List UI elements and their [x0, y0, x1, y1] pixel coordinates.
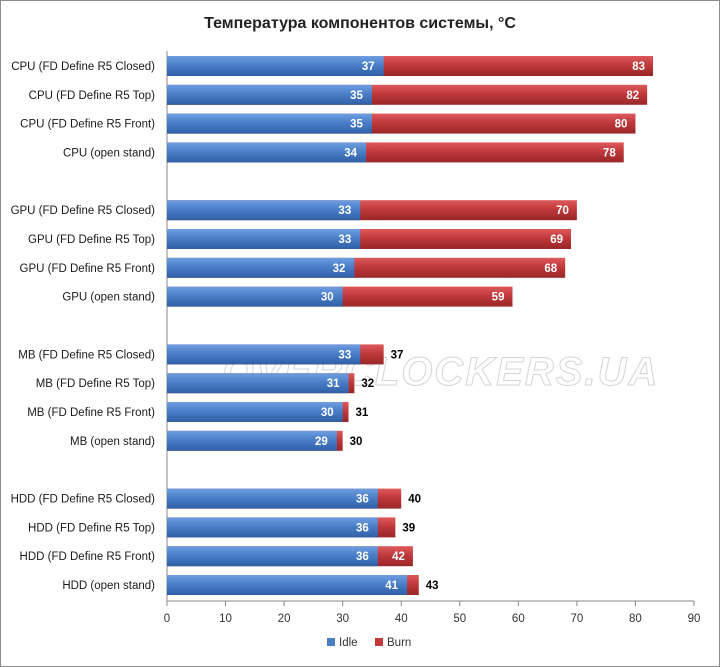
data-label-burn: 42: [392, 551, 405, 563]
category-label: GPU (FD Define R5 Closed): [11, 205, 156, 217]
category-label: CPU (FD Define R5 Closed): [11, 61, 155, 73]
data-label-idle: 34: [344, 147, 357, 159]
data-label-burn: 30: [350, 436, 363, 448]
bar-idle: [167, 546, 378, 567]
legend-label-idle: Idle: [339, 637, 358, 649]
bar-idle: [167, 430, 337, 451]
data-label-burn: 68: [544, 263, 557, 275]
category-label: MB (open stand): [70, 436, 155, 448]
data-label-burn: 59: [492, 292, 505, 304]
category-label: GPU (FD Define R5 Top): [28, 234, 155, 246]
data-label-idle: 35: [350, 119, 363, 131]
bar-idle: [167, 113, 372, 134]
x-tick-label: 10: [219, 613, 232, 625]
x-tick-label: 0: [164, 613, 170, 625]
legend-label-burn: Burn: [387, 637, 411, 649]
data-label-burn: 78: [603, 147, 616, 159]
category-label: MB (FD Define R5 Closed): [18, 349, 155, 361]
data-label-burn: 39: [402, 522, 415, 534]
data-label-idle: 35: [350, 90, 363, 102]
data-label-burn: 31: [356, 407, 369, 419]
data-label-burn: 37: [391, 349, 404, 361]
bar-idle: [167, 517, 378, 538]
category-label: HDD (FD Define R5 Front): [20, 551, 156, 563]
x-tick-label: 80: [629, 613, 642, 625]
category-label: GPU (FD Define R5 Front): [20, 263, 156, 275]
category-label: MB (FD Define R5 Top): [36, 378, 155, 390]
x-tick-label: 60: [512, 613, 525, 625]
legend-swatch-idle: [327, 638, 335, 646]
category-label: HDD (FD Define R5 Top): [28, 522, 155, 534]
data-label-burn: 83: [632, 61, 645, 73]
bar-idle: [167, 142, 367, 163]
category-label: CPU (FD Define R5 Front): [20, 119, 155, 131]
category-label: GPU (open stand): [62, 292, 155, 304]
data-label-idle: 36: [356, 551, 369, 563]
data-label-idle: 30: [321, 407, 334, 419]
plot-area: 0 10 20 30 40 50 60 70 80 90 CPU (FD Define R5 Clo…: [11, 51, 701, 649]
bar-idle: [167, 402, 343, 422]
data-label-burn: 32: [361, 378, 374, 390]
bar-idle: [167, 373, 349, 394]
bar-idle: [167, 84, 372, 105]
bar-idle: [167, 257, 355, 278]
x-tick-label: 70: [570, 613, 583, 625]
data-label-burn: 69: [550, 234, 563, 246]
x-tick-label: 30: [336, 613, 349, 625]
data-label-idle: 41: [385, 580, 398, 592]
bar-idle: [167, 344, 361, 365]
data-label-idle: 29: [315, 436, 328, 448]
data-label-burn: 43: [426, 580, 439, 592]
x-tick-label: 50: [453, 613, 466, 625]
category-label: HDD (FD Define R5 Closed): [11, 494, 156, 506]
data-label-idle: 33: [338, 349, 351, 361]
bar-idle: [167, 488, 378, 509]
data-label-idle: 33: [338, 205, 351, 217]
data-label-burn: 80: [615, 119, 628, 131]
bar-idle: [167, 286, 343, 307]
data-label-idle: 31: [327, 378, 340, 390]
category-label: HDD (open stand): [62, 580, 155, 592]
category-label: CPU (open stand): [63, 147, 155, 159]
data-label-burn: 40: [408, 494, 421, 506]
category-label: MB (FD Define R5 Front): [27, 407, 155, 419]
x-tick-label: 90: [688, 613, 701, 625]
data-label-idle: 36: [356, 494, 369, 506]
data-label-burn: 70: [556, 205, 569, 217]
data-label-idle: 36: [356, 522, 369, 534]
category-label: CPU (FD Define R5 Top): [29, 90, 155, 102]
legend-swatch-burn: [375, 638, 383, 646]
data-label-idle: 37: [362, 61, 375, 73]
data-label-burn: 82: [626, 90, 639, 102]
bar-idle: [167, 229, 361, 249]
data-label-idle: 33: [338, 234, 351, 246]
chart-title: Температура компонентов системы, °С: [204, 15, 516, 32]
bar-idle: [167, 575, 408, 595]
bar-idle: [167, 56, 384, 76]
data-label-idle: 32: [333, 263, 346, 275]
bar-idle: [167, 200, 361, 221]
x-tick-label: 40: [395, 613, 408, 625]
data-label-idle: 30: [321, 292, 334, 304]
x-tick-label: 20: [278, 613, 291, 625]
